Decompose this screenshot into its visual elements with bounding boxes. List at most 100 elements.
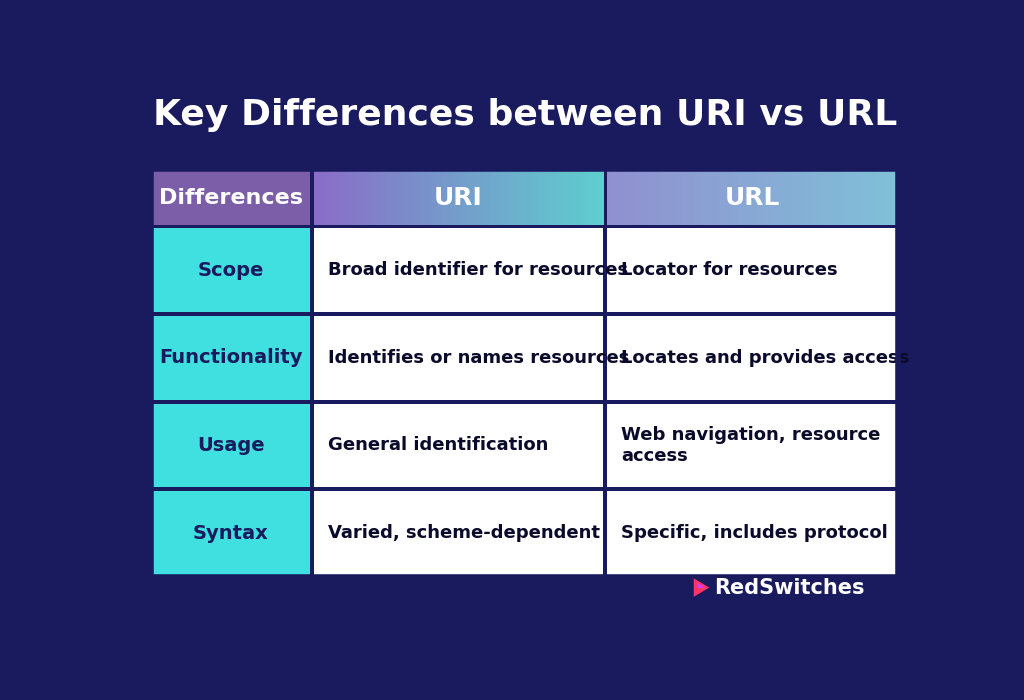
Text: URI: URI [434, 186, 483, 209]
Bar [530, 171, 534, 225]
Bar [381, 171, 384, 225]
Bar [326, 171, 329, 225]
Bar [502, 171, 505, 225]
Bar [864, 171, 867, 225]
Bar [422, 171, 425, 225]
Bar [343, 171, 345, 225]
Bar [432, 171, 435, 225]
Bar [347, 171, 350, 225]
Text: RedSwitches: RedSwitches [714, 578, 864, 598]
Bar [646, 171, 649, 225]
Bar [557, 171, 560, 225]
Bar [689, 171, 692, 225]
Bar [396, 171, 398, 225]
Bar [313, 228, 603, 312]
Bar [365, 171, 368, 225]
Bar [359, 171, 362, 225]
Bar [650, 171, 653, 225]
Bar [636, 171, 639, 225]
Bar [313, 171, 316, 225]
Bar [480, 171, 483, 225]
Bar [598, 171, 601, 225]
Bar [629, 171, 632, 225]
Bar [521, 171, 524, 225]
Bar [660, 171, 664, 225]
Bar [692, 171, 695, 225]
Bar [877, 171, 880, 225]
Bar [675, 171, 678, 225]
Bar [439, 171, 442, 225]
Bar [152, 171, 310, 225]
Bar [786, 171, 790, 225]
Bar [582, 171, 585, 225]
Bar [774, 171, 777, 225]
Bar [724, 171, 726, 225]
Bar [707, 171, 710, 225]
Bar [553, 171, 555, 225]
Bar [589, 171, 592, 225]
Bar [543, 171, 546, 225]
Bar [374, 171, 377, 225]
Bar [714, 171, 717, 225]
Bar [516, 171, 519, 225]
Bar [500, 171, 503, 225]
Bar [663, 171, 666, 225]
Bar [152, 169, 898, 577]
Bar [534, 171, 536, 225]
Bar [760, 171, 763, 225]
Bar [818, 171, 821, 225]
Bar [682, 171, 685, 225]
Bar [509, 171, 512, 225]
Bar [607, 403, 898, 487]
Bar [507, 171, 510, 225]
Bar [823, 171, 826, 225]
Bar [634, 171, 637, 225]
Bar [719, 171, 722, 225]
Bar [680, 171, 683, 225]
Bar [495, 171, 498, 225]
Bar [493, 171, 495, 225]
Bar [701, 171, 705, 225]
Bar [562, 171, 565, 225]
Bar [403, 171, 406, 225]
Text: General identification: General identification [328, 436, 548, 454]
Bar [731, 171, 733, 225]
Bar [362, 171, 365, 225]
Bar [514, 171, 517, 225]
Bar [809, 171, 811, 225]
Bar [748, 171, 751, 225]
Bar [874, 171, 877, 225]
Bar [894, 171, 896, 225]
Bar [454, 171, 457, 225]
Bar [616, 171, 620, 225]
Bar [449, 171, 452, 225]
Bar [763, 171, 765, 225]
Bar [413, 171, 416, 225]
Bar [855, 171, 857, 225]
Bar [896, 171, 899, 225]
Bar [813, 171, 816, 225]
Bar [354, 171, 357, 225]
Bar [456, 171, 459, 225]
Bar [536, 171, 539, 225]
Bar [607, 228, 898, 312]
Bar [473, 171, 476, 225]
Bar [716, 171, 719, 225]
Bar [444, 171, 446, 225]
Bar [406, 171, 409, 225]
Bar [673, 171, 676, 225]
Bar [393, 171, 396, 225]
Polygon shape [697, 583, 705, 587]
Bar [845, 171, 848, 225]
Bar [658, 171, 660, 225]
Bar [391, 171, 394, 225]
Bar [338, 171, 341, 225]
Text: Key Differences between URI vs URL: Key Differences between URI vs URL [153, 98, 897, 132]
Bar [828, 171, 830, 225]
Bar [609, 171, 612, 225]
Bar [384, 171, 386, 225]
Bar [799, 171, 802, 225]
Bar [857, 171, 860, 225]
Bar [331, 171, 334, 225]
Bar [577, 171, 580, 225]
